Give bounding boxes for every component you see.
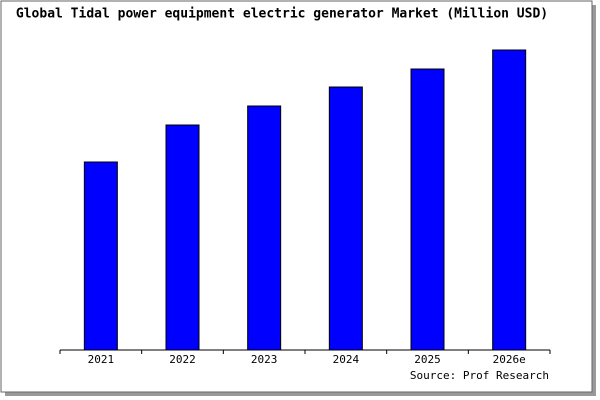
chart-title: Global Tidal power equipment electric ge… bbox=[16, 7, 548, 22]
x-tick-label: 2026e bbox=[493, 353, 526, 366]
x-tick-label: 2025 bbox=[414, 353, 441, 366]
source-note: Source: Prof Research bbox=[410, 369, 549, 382]
bar bbox=[83, 161, 118, 351]
bar bbox=[328, 86, 363, 351]
x-tick-label: 2024 bbox=[333, 353, 360, 366]
bar bbox=[410, 68, 445, 351]
plot-area bbox=[60, 48, 550, 350]
bar bbox=[492, 49, 527, 351]
x-tick-label: 2023 bbox=[251, 353, 278, 366]
bar bbox=[247, 105, 282, 351]
x-tick-label: 2022 bbox=[169, 353, 196, 366]
bar bbox=[165, 124, 200, 351]
x-tick-label: 2021 bbox=[88, 353, 115, 366]
